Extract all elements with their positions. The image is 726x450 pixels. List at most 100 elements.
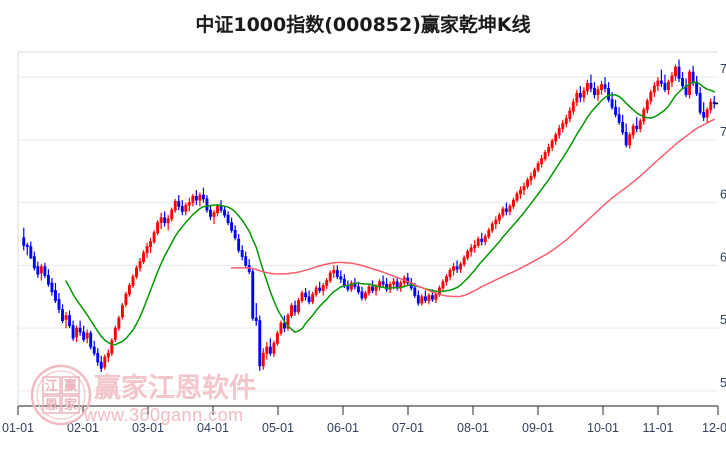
- candle[interactable]: [399, 280, 403, 292]
- candle[interactable]: [423, 290, 427, 304]
- candle[interactable]: [177, 195, 181, 211]
- candle[interactable]: [219, 200, 223, 213]
- candle[interactable]: [22, 227, 26, 251]
- candle[interactable]: [159, 212, 163, 229]
- candle[interactable]: [554, 132, 558, 145]
- candle[interactable]: [445, 274, 448, 286]
- candle[interactable]: [106, 349, 110, 363]
- candle[interactable]: [702, 102, 706, 122]
- candle[interactable]: [406, 272, 410, 286]
- candle[interactable]: [543, 149, 547, 162]
- candle[interactable]: [427, 293, 431, 305]
- candle[interactable]: [187, 197, 191, 212]
- candle[interactable]: [522, 182, 526, 196]
- candle[interactable]: [712, 95, 716, 109]
- candle[interactable]: [152, 230, 156, 245]
- candle[interactable]: [557, 124, 561, 139]
- candle[interactable]: [335, 265, 339, 280]
- candle[interactable]: [82, 325, 86, 342]
- candle[interactable]: [307, 290, 311, 305]
- candle[interactable]: [349, 280, 353, 292]
- candle[interactable]: [36, 261, 40, 278]
- candle[interactable]: [332, 265, 336, 278]
- candle[interactable]: [561, 119, 565, 133]
- candle[interactable]: [314, 285, 318, 297]
- candle[interactable]: [258, 315, 262, 371]
- candle[interactable]: [490, 221, 494, 233]
- candle[interactable]: [127, 282, 131, 297]
- candle[interactable]: [448, 267, 452, 281]
- candle[interactable]: [666, 79, 670, 95]
- candle[interactable]: [659, 69, 663, 88]
- candle[interactable]: [244, 251, 248, 268]
- candle[interactable]: [57, 293, 61, 314]
- candle[interactable]: [631, 123, 635, 139]
- candle[interactable]: [113, 325, 117, 342]
- candle[interactable]: [201, 187, 205, 203]
- candle[interactable]: [131, 274, 135, 288]
- candle[interactable]: [61, 304, 64, 324]
- candle[interactable]: [96, 348, 100, 366]
- candle[interactable]: [275, 330, 279, 346]
- candle[interactable]: [156, 220, 160, 236]
- candle[interactable]: [540, 154, 544, 168]
- candle[interactable]: [46, 269, 50, 287]
- candle[interactable]: [339, 270, 343, 283]
- candle[interactable]: [205, 195, 209, 213]
- candle[interactable]: [279, 320, 283, 336]
- candle[interactable]: [367, 284, 371, 296]
- candle[interactable]: [212, 210, 216, 224]
- candle[interactable]: [261, 348, 265, 370]
- candle[interactable]: [54, 282, 57, 304]
- candle[interactable]: [163, 211, 167, 227]
- candle[interactable]: [603, 77, 607, 93]
- candle[interactable]: [575, 89, 579, 106]
- candle[interactable]: [135, 265, 138, 280]
- candle[interactable]: [519, 186, 522, 199]
- candle[interactable]: [117, 315, 121, 331]
- candle[interactable]: [138, 257, 142, 272]
- candle[interactable]: [504, 202, 508, 216]
- candle[interactable]: [191, 193, 195, 207]
- candle[interactable]: [166, 215, 170, 231]
- candle[interactable]: [480, 232, 484, 246]
- candle[interactable]: [582, 87, 586, 103]
- candle[interactable]: [547, 143, 551, 157]
- candle[interactable]: [487, 227, 491, 240]
- candle[interactable]: [571, 98, 575, 115]
- candle[interactable]: [149, 237, 153, 253]
- candle[interactable]: [585, 79, 589, 95]
- candle[interactable]: [360, 286, 364, 301]
- candle[interactable]: [589, 74, 593, 93]
- candle[interactable]: [452, 262, 455, 276]
- candle[interactable]: [695, 75, 699, 96]
- candle[interactable]: [462, 255, 466, 267]
- candle[interactable]: [223, 206, 227, 218]
- candle[interactable]: [501, 206, 505, 218]
- candle[interactable]: [371, 280, 374, 294]
- candle[interactable]: [536, 161, 540, 173]
- candle[interactable]: [494, 216, 498, 229]
- candle[interactable]: [293, 300, 297, 316]
- candle[interactable]: [71, 320, 75, 341]
- candle[interactable]: [272, 340, 276, 358]
- candle[interactable]: [674, 64, 677, 81]
- candle[interactable]: [656, 77, 660, 91]
- candle[interactable]: [78, 320, 82, 336]
- candle[interactable]: [508, 203, 512, 216]
- candle[interactable]: [628, 132, 632, 149]
- candle[interactable]: [32, 251, 36, 271]
- candle[interactable]: [103, 354, 107, 370]
- candle[interactable]: [459, 261, 463, 273]
- candle[interactable]: [265, 341, 269, 360]
- candle[interactable]: [441, 279, 445, 291]
- candle[interactable]: [635, 117, 639, 133]
- candle[interactable]: [476, 236, 480, 248]
- candle[interactable]: [85, 329, 89, 344]
- candle[interactable]: [564, 114, 568, 128]
- candle[interactable]: [254, 303, 258, 326]
- candle[interactable]: [89, 330, 93, 350]
- candle[interactable]: [483, 234, 487, 246]
- candle[interactable]: [145, 242, 149, 258]
- candle[interactable]: [184, 202, 188, 216]
